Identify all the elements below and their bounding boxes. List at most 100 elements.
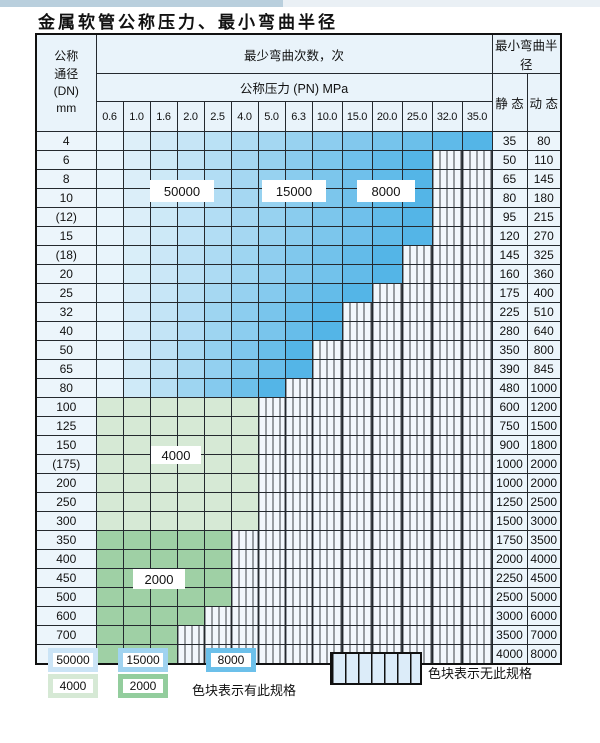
spec-cell — [203, 549, 232, 569]
spec-cell — [95, 435, 124, 455]
no-spec-hatch-cell — [230, 530, 259, 550]
no-spec-hatch-cell — [341, 397, 373, 417]
legend-swatch-2000: 2000 — [118, 674, 168, 698]
no-spec-hatch-cell — [284, 473, 313, 493]
spec-cell — [230, 302, 259, 322]
no-spec-hatch-cell — [371, 359, 403, 379]
spec-cell — [311, 264, 343, 284]
no-spec-hatch-cell — [257, 416, 286, 436]
spec-cell — [257, 264, 286, 284]
spec-cell — [122, 587, 151, 607]
spec-cell — [176, 245, 205, 265]
no-spec-hatch-cell — [341, 625, 373, 645]
dn-cell: 450 — [35, 568, 97, 588]
spec-cell — [284, 302, 313, 322]
spec-cell — [203, 207, 232, 227]
table-row-dn-800: 80040008000 — [35, 644, 562, 665]
static-radius-cell: 350 — [491, 340, 528, 360]
spec-cell — [149, 226, 178, 246]
no-spec-hatch-cell — [431, 283, 463, 303]
no-spec-hatch-cell — [311, 587, 343, 607]
no-spec-hatch-cell — [371, 587, 403, 607]
no-spec-hatch-cell — [401, 606, 433, 626]
no-spec-hatch-cell — [257, 511, 286, 531]
dynamic-radius-cell: 6000 — [526, 606, 562, 626]
table-row-dn-200: 200 1000 2000 — [35, 473, 562, 493]
no-spec-hatch-cell — [431, 359, 463, 379]
spec-cell — [341, 226, 373, 246]
spec-cell — [176, 283, 205, 303]
no-spec-hatch-cell — [230, 549, 259, 569]
static-radius-cell: 1500 — [491, 511, 528, 531]
dn-cell: 100 — [35, 397, 97, 417]
page-top-strip-light — [283, 0, 600, 7]
dn-cell: 8 — [35, 169, 97, 189]
spec-cell — [122, 150, 151, 170]
spec-cell — [122, 530, 151, 550]
no-spec-hatch-cell — [461, 454, 493, 474]
no-spec-hatch-cell — [431, 435, 463, 455]
no-spec-hatch-cell — [371, 530, 403, 550]
table-row-dn-40: 40 280 640 — [35, 321, 562, 341]
no-spec-hatch-cell — [431, 606, 463, 626]
spec-cell — [230, 207, 259, 227]
spec-cell — [257, 283, 286, 303]
header-dn: 公称 通径 (DN) mm — [35, 33, 97, 132]
spec-cell — [311, 245, 343, 265]
spec-cell — [284, 321, 313, 341]
legend-swatch-50000: 50000 — [48, 648, 98, 672]
spec-cell — [230, 131, 259, 151]
no-spec-hatch-cell — [431, 397, 463, 417]
static-radius-cell: 120 — [491, 226, 528, 246]
static-radius-cell: 50 — [491, 150, 528, 170]
dn-cell: 80 — [35, 378, 97, 398]
no-spec-hatch-cell — [431, 511, 463, 531]
spec-cell — [149, 530, 178, 550]
cycles-overlay-4000: 4000 — [151, 446, 201, 464]
no-spec-hatch-cell — [284, 568, 313, 588]
header-pressure-1.6: 1.6 — [149, 101, 178, 132]
static-radius-cell: 1000 — [491, 473, 528, 493]
spec-cell — [176, 150, 205, 170]
no-spec-hatch-cell — [311, 511, 343, 531]
spec-cell — [401, 207, 433, 227]
no-spec-hatch-cell — [203, 625, 232, 645]
table-row-dn-700: 700 3500 7000 — [35, 625, 562, 645]
no-spec-hatch-cell — [311, 435, 343, 455]
no-spec-hatch-cell — [371, 549, 403, 569]
spec-cell — [95, 226, 124, 246]
spec-cell — [284, 340, 313, 360]
spec-cell — [230, 283, 259, 303]
no-spec-hatch-cell — [401, 549, 433, 569]
header-pressure-5.0: 5.0 — [257, 101, 286, 132]
dn-cell: 10 — [35, 188, 97, 208]
no-spec-hatch-cell — [311, 359, 343, 379]
static-radius-cell: 3000 — [491, 606, 528, 626]
no-spec-hatch-cell — [257, 587, 286, 607]
static-radius-cell: 2000 — [491, 549, 528, 569]
spec-cell — [149, 302, 178, 322]
no-spec-hatch-cell — [284, 625, 313, 645]
no-spec-hatch-cell — [431, 416, 463, 436]
spec-cell — [203, 416, 232, 436]
spec-cell — [95, 454, 124, 474]
spec-cell — [371, 226, 403, 246]
spec-cell — [176, 264, 205, 284]
spec-cell — [95, 150, 124, 170]
no-spec-hatch-cell — [341, 473, 373, 493]
spec-cell — [95, 131, 124, 151]
dynamic-radius-cell: 1500 — [526, 416, 562, 436]
no-spec-hatch-cell — [284, 549, 313, 569]
dn-cell: 20 — [35, 264, 97, 284]
no-spec-hatch-cell — [461, 207, 493, 227]
spec-cell — [311, 207, 343, 227]
spec-cell — [311, 321, 343, 341]
spec-cell — [176, 207, 205, 227]
dn-cell: 32 — [35, 302, 97, 322]
spec-cell — [230, 454, 259, 474]
no-spec-hatch-cell — [257, 568, 286, 588]
no-spec-hatch-cell — [311, 606, 343, 626]
no-spec-hatch-cell — [341, 568, 373, 588]
no-spec-hatch-cell — [461, 416, 493, 436]
no-spec-hatch-cell — [341, 530, 373, 550]
